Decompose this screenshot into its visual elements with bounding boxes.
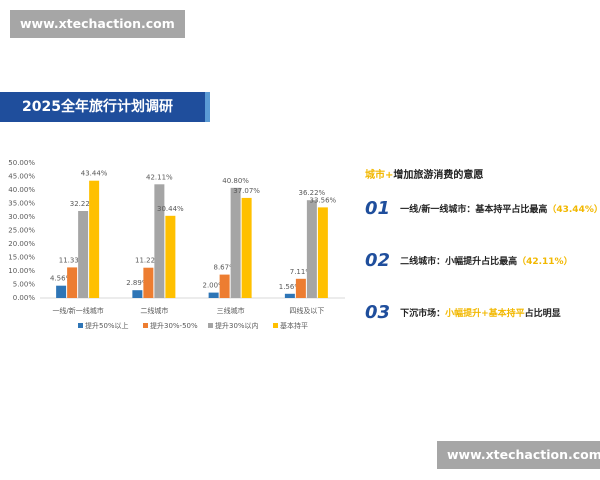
bar [89,180,100,298]
legend-label: 提升50%以上 [85,321,129,330]
summary-item: 01 一线/新一线城市：基本持平占比最高（43.44%） [365,198,600,219]
y-tick-label: 35.00% [8,200,35,208]
value-label: 4.56% [50,275,73,283]
bar [241,197,252,298]
chart: 0.00% 5.00% 10.00% 15.00% 20.00% 25.00% 30.00%… [8,159,345,330]
bar [208,292,219,298]
y-tick-label: 20.00% [8,240,35,248]
bar [230,187,241,298]
item-number: 02 [365,250,391,271]
bar [78,211,89,298]
legend-swatch [143,323,148,328]
heading-highlight: 城市+ [365,170,394,181]
watermark: www.xtechaction.com [437,441,600,469]
watermark: www.xtechaction.com [10,10,185,38]
bar [306,200,317,298]
value-label: 8.67% [214,264,237,272]
y-tick-label: 30.00% [8,213,35,221]
y-tick-label: 10.00% [8,267,35,275]
item-text: 占比明显 [524,309,561,319]
y-tick-label: 25.00% [8,227,35,235]
header-title: 2025全年旅行计划调研 [0,92,210,122]
item-text: 一线/新一线城市：基本持平占比最高 [400,205,548,215]
y-tick-label: 15.00% [8,254,35,262]
summary-item: 03 下沉市场：小幅提升+基本持平占比明显 [365,302,561,323]
legend-swatch [78,323,83,328]
y-tick-label: 5.00% [13,281,36,289]
heading-text: 增加旅游消费的意愿 [393,170,484,181]
value-label: 32.22% [70,200,97,208]
value-label: 2.00% [203,282,226,290]
bar [219,274,230,298]
x-tick-label: 三线城市 [217,306,245,315]
bar [56,285,67,298]
value-label: 30.44% [157,205,184,213]
item-text: （42.11%） [517,257,573,267]
value-label: 7.11% [290,268,313,276]
legend-swatch [273,323,278,328]
value-label: 42.11% [146,173,173,181]
bar [317,207,328,298]
value-label: 33.56% [310,196,337,204]
bar [154,184,165,298]
legend-label: 提升30%-50% [150,321,198,330]
y-tick-label: 50.00% [8,159,35,167]
item-text: 下沉市场： [400,309,446,319]
bar [295,278,306,298]
bar [67,267,78,298]
item-text: 二线城市：小幅提升占比最高 [400,257,518,267]
bar [132,290,143,298]
value-label: 40.80% [222,177,249,185]
x-tick-label: 四线及以下 [289,306,324,315]
item-number: 01 [365,198,391,219]
bar [143,267,154,298]
value-label: 36.22% [299,189,326,197]
item-number: 03 [365,302,391,323]
item-text: 小幅提升+基本持平 [445,309,525,319]
y-tick-label: 40.00% [8,186,35,194]
x-tick-label: 二线城市 [140,306,168,315]
item-text: （43.44%） [547,205,600,215]
legend-label: 基本持平 [280,321,308,330]
value-label: 1.56% [279,283,302,291]
y-tick-label: 45.00% [8,173,35,181]
summary-heading: 城市+增加旅游消费的意愿 [365,166,483,181]
legend-label: 提升30%以内 [215,321,259,330]
value-label: 2.89% [126,279,149,287]
value-label: 11.22% [135,257,162,265]
x-tick-label: 一线/新一线城市 [52,306,103,315]
value-label: 43.44% [81,170,108,178]
summary-item: 02 二线城市：小幅提升占比最高（42.11%） [365,250,573,271]
value-label: 11.33% [59,256,86,264]
legend-swatch [208,323,213,328]
value-label: 37.07% [233,187,260,195]
y-tick-label: 0.00% [13,294,36,302]
bar [165,215,176,298]
bar [284,293,295,298]
